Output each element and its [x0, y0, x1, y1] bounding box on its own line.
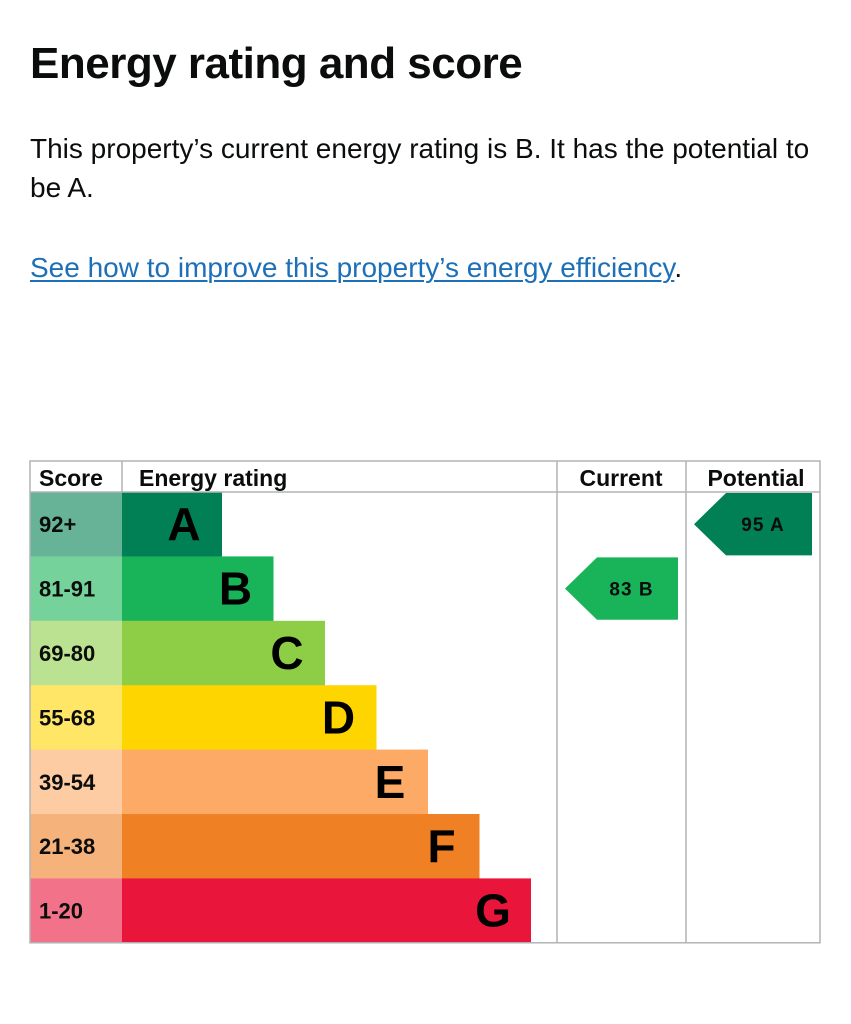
- band-letter-a: A: [167, 498, 200, 550]
- score-cell-b: [30, 556, 122, 622]
- band-letter-f: F: [427, 820, 455, 872]
- score-cell-a: [30, 492, 122, 557]
- score-range-b: 81-91: [39, 577, 95, 602]
- header-potential: Potential: [707, 465, 804, 491]
- chart-header: Score Energy rating Current Potential: [39, 465, 805, 491]
- rating-arrows: 83 B 95 A: [565, 493, 812, 620]
- score-range-e: 39-54: [39, 770, 96, 795]
- potential-arrow: [694, 493, 812, 556]
- potential-label: 95 A: [741, 515, 784, 536]
- rating-bar-e: [122, 749, 428, 815]
- band-letter-d: D: [322, 691, 355, 743]
- band-letter-b: B: [219, 563, 252, 615]
- header-current: Current: [579, 465, 662, 491]
- rating-bar-c: [122, 620, 325, 686]
- rating-bar-b: [122, 556, 274, 622]
- score-range-f: 21-38: [39, 834, 95, 859]
- score-range-c: 69-80: [39, 641, 95, 666]
- score-range-d: 55-68: [39, 705, 95, 730]
- score-cell-c: [30, 620, 122, 686]
- band-letter-e: E: [375, 756, 406, 808]
- score-cell-d: [30, 685, 122, 751]
- link-suffix: .: [674, 252, 683, 283]
- band-letter-c: C: [270, 627, 303, 679]
- rating-bar-g: [122, 878, 531, 944]
- score-cell-f: [30, 814, 122, 879]
- improve-link-line: See how to improve this property’s energ…: [30, 248, 682, 287]
- current-arrow: [565, 557, 678, 620]
- header-energy-rating: Energy rating: [139, 465, 287, 491]
- rating-bands: 92+ A 81-91 B 69-80 C 55-68 D 39-54 E 21-38 F 1-20 G: [30, 492, 531, 944]
- rating-bar-a: [122, 492, 222, 557]
- score-cell-g: [30, 878, 122, 944]
- header-score: Score: [39, 465, 103, 491]
- current-label: 83 B: [609, 580, 653, 601]
- chart-grid: [29, 460, 821, 944]
- score-range-g: 1-20: [39, 899, 83, 924]
- band-letter-g: G: [475, 885, 511, 937]
- rating-bar-f: [122, 814, 480, 879]
- chart-border: [29, 460, 821, 944]
- score-cell-e: [30, 749, 122, 815]
- rating-summary: This property’s current energy rating is…: [30, 133, 810, 203]
- page-title: Energy rating and score: [30, 39, 523, 88]
- score-range-a: 92+: [39, 512, 76, 537]
- rating-bar-d: [122, 685, 377, 751]
- improve-efficiency-link[interactable]: See how to improve this property’s energ…: [30, 252, 675, 283]
